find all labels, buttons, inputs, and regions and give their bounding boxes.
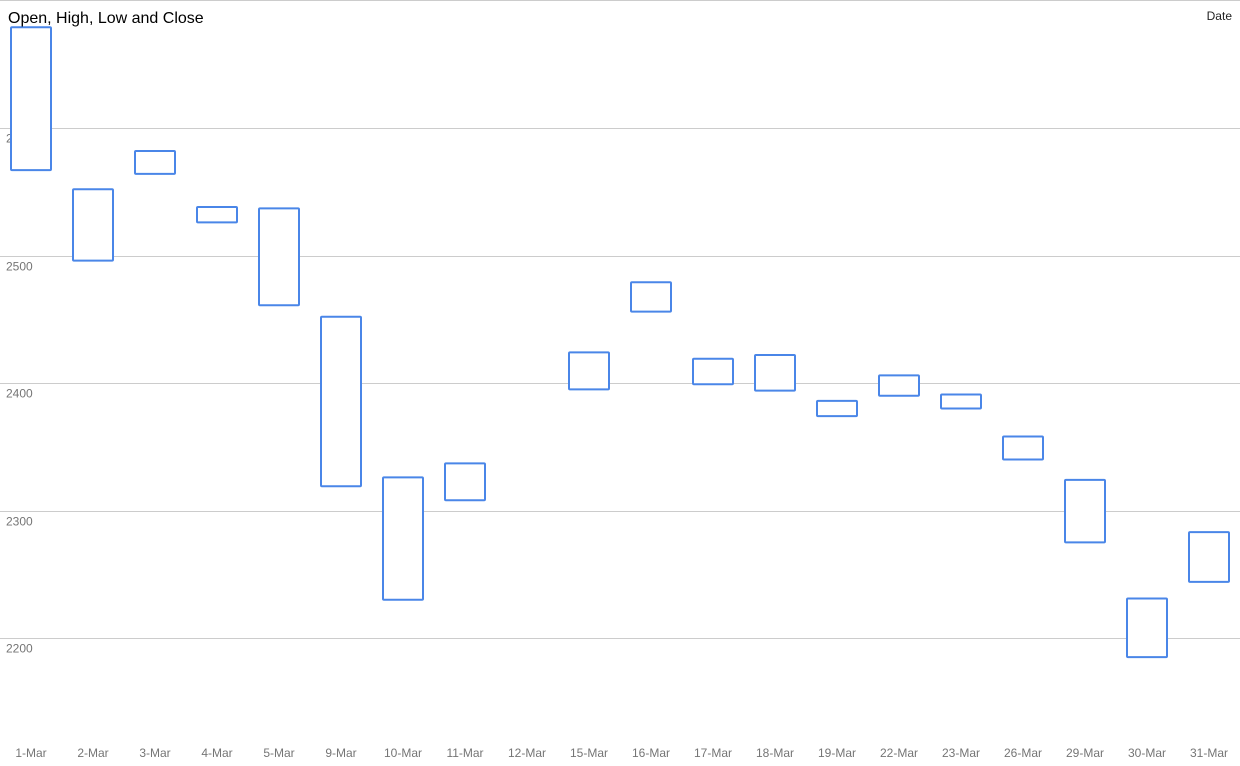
x-tick-label: 23-Mar	[942, 746, 980, 760]
candle-4-Mar	[196, 206, 238, 224]
x-tick-label: 29-Mar	[1066, 746, 1104, 760]
candle-2-Mar	[72, 188, 114, 262]
candle-19-Mar	[816, 399, 858, 418]
candle-16-Mar	[630, 281, 672, 313]
x-tick-label: 11-Mar	[446, 746, 483, 760]
candles	[10, 26, 1230, 659]
candle-3-Mar	[134, 149, 176, 175]
x-tick-label: 19-Mar	[818, 746, 856, 760]
gridlines	[0, 128, 1240, 639]
candle-18-Mar	[754, 353, 796, 392]
candle-1-Mar	[10, 26, 52, 172]
candle-29-Mar	[1064, 478, 1106, 544]
y-tick-label: 2400	[6, 387, 33, 401]
candle-23-Mar	[940, 393, 982, 410]
legend-label: Date	[1207, 9, 1233, 23]
candle-10-Mar	[382, 476, 424, 601]
y-tick-label: 2300	[6, 515, 33, 529]
y-axis-ticks: 22002300240025002600	[6, 132, 33, 656]
x-tick-label: 10-Mar	[384, 746, 422, 760]
candle-5-Mar	[258, 207, 300, 307]
x-tick-label: 26-Mar	[1004, 746, 1042, 760]
x-tick-label: 5-Mar	[263, 746, 294, 760]
candle-15-Mar	[568, 351, 610, 391]
x-axis-ticks: 1-Mar 2-Mar 3-Mar 4-Mar 5-Mar 9-Mar 10-Mar 11-M…	[15, 746, 1228, 760]
candle-9-Mar	[320, 315, 362, 488]
x-tick-label: 2-Mar	[77, 746, 108, 760]
x-tick-label: 30-Mar	[1128, 746, 1166, 760]
candle-30-Mar	[1126, 597, 1168, 659]
candle-22-Mar	[878, 374, 920, 397]
x-tick-label: 16-Mar	[632, 746, 670, 760]
candle-11-Mar	[444, 462, 486, 502]
x-tick-label: 22-Mar	[880, 746, 918, 760]
x-tick-label: 31-Mar	[1190, 746, 1228, 760]
y-tick-label: 2500	[6, 260, 33, 274]
x-tick-label: 17-Mar	[694, 746, 732, 760]
chart-title: Open, High, Low and Close	[8, 10, 204, 27]
x-tick-label: 4-Mar	[201, 746, 232, 760]
x-tick-label: 18-Mar	[756, 746, 794, 760]
x-tick-label: 1-Mar	[15, 746, 46, 760]
x-tick-label: 3-Mar	[139, 746, 170, 760]
x-tick-label: 15-Mar	[570, 746, 608, 760]
x-tick-label: 9-Mar	[325, 746, 356, 760]
candle-31-Mar	[1188, 531, 1230, 583]
candle-26-Mar	[1002, 435, 1044, 461]
x-tick-label: 12-Mar	[508, 746, 546, 760]
candle-17-Mar	[692, 357, 734, 386]
y-tick-label: 2200	[6, 642, 33, 656]
